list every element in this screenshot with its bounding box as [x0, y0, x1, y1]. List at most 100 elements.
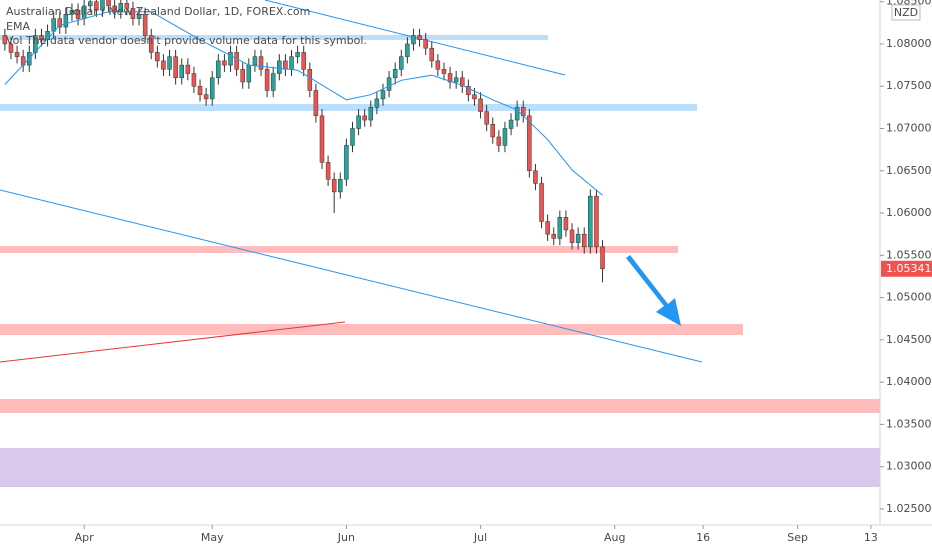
candle-body — [527, 115, 532, 172]
candle-body — [338, 178, 343, 193]
candle-body — [405, 43, 410, 57]
candle-body — [209, 77, 215, 100]
y-tick-label: 1.06000 — [886, 206, 932, 219]
candle-body — [295, 52, 300, 57]
candle-body — [392, 69, 398, 79]
candle-body — [155, 52, 160, 62]
x-tick-label: Sep — [787, 531, 808, 544]
candle-body — [191, 73, 197, 87]
candle-body — [88, 1, 93, 7]
candle-body — [185, 64, 191, 74]
candle-body — [2, 35, 8, 45]
arrow — [626, 255, 681, 326]
zone — [0, 35, 548, 40]
currency: NZD — [894, 6, 918, 19]
zone — [0, 246, 678, 253]
candle-body — [600, 246, 605, 270]
candle-body — [234, 52, 239, 70]
candle-body — [484, 111, 489, 125]
y-tick-label: 1.03000 — [886, 460, 932, 473]
x-tick-label: Apr — [75, 531, 95, 544]
candle-body — [331, 178, 337, 193]
candle-body — [252, 56, 258, 66]
candle-body — [216, 60, 221, 79]
candle-body — [533, 170, 538, 184]
candle-body — [277, 60, 282, 74]
candle-body — [563, 217, 569, 231]
x-tick-label: 16 — [696, 531, 710, 544]
candle-body — [313, 90, 319, 117]
candle-body — [423, 39, 428, 49]
candle-body — [173, 56, 178, 79]
candle-body — [39, 35, 44, 40]
y-tick-label: 1.05000 — [886, 291, 932, 304]
candle-body — [222, 60, 227, 66]
candle-body — [508, 119, 514, 129]
candle-body — [57, 18, 63, 28]
candle-body — [161, 60, 166, 70]
candle-body — [240, 69, 245, 83]
candle-body — [374, 98, 380, 108]
zone — [0, 399, 880, 413]
candle-body — [502, 128, 508, 146]
candle-body — [350, 128, 355, 146]
candle-body — [545, 221, 550, 235]
candle-body — [307, 69, 313, 91]
candle-body — [575, 233, 581, 243]
candle-body — [75, 9, 81, 19]
y-tick-label: 1.08500 — [886, 0, 932, 8]
candle-body — [362, 115, 367, 121]
candle-body — [386, 77, 392, 91]
candle-body — [270, 73, 276, 91]
zone — [0, 448, 880, 487]
candle-body — [124, 3, 130, 9]
y-tick-label: 1.03500 — [886, 417, 932, 430]
y-tick-label: 1.05500 — [886, 248, 932, 261]
y-tick-label: 1.04500 — [886, 333, 932, 346]
candle-body — [319, 115, 325, 163]
candle-body — [344, 145, 349, 180]
candle-body — [411, 35, 416, 45]
candle-body — [130, 8, 136, 19]
candle-body — [289, 56, 294, 70]
candle-body — [478, 98, 483, 112]
candle-body — [429, 47, 435, 62]
candle-body — [167, 56, 172, 70]
candle-body — [8, 43, 14, 53]
candle-body — [197, 85, 203, 95]
candle-body — [106, 0, 111, 7]
candle-body — [581, 233, 587, 248]
x-tick-label: 13 — [864, 531, 878, 544]
candle-body — [148, 35, 154, 53]
y-tick-label: 1.07500 — [886, 79, 932, 92]
candle-body — [588, 195, 593, 248]
candle-body — [94, 1, 99, 11]
trend-line — [0, 321, 346, 363]
candle-body — [100, 0, 105, 11]
candle-body — [557, 217, 563, 239]
candle-body — [594, 195, 599, 248]
candle-body — [496, 136, 502, 146]
candle-body — [258, 56, 264, 70]
candle-body — [447, 73, 453, 83]
y-tick-label: 1.08000 — [886, 37, 932, 50]
zone — [0, 324, 743, 335]
candle-body — [490, 124, 496, 138]
drawings — [0, 0, 880, 487]
indicator-label: EMA — [6, 20, 30, 33]
candle-body — [203, 94, 209, 100]
trend-line — [0, 189, 703, 363]
candle-body — [380, 90, 386, 100]
candle-body — [69, 9, 75, 15]
candle-body — [283, 60, 288, 70]
candle-body — [435, 60, 441, 70]
candle-body — [136, 14, 142, 19]
candle-body — [417, 35, 422, 40]
candle-body — [460, 77, 465, 87]
volume-note: Vol The data vendor doesn't provide volu… — [6, 34, 367, 47]
candle-body — [14, 52, 20, 57]
zone — [0, 104, 697, 111]
x-tick-label: Aug — [604, 531, 625, 544]
candle-body — [466, 85, 471, 95]
